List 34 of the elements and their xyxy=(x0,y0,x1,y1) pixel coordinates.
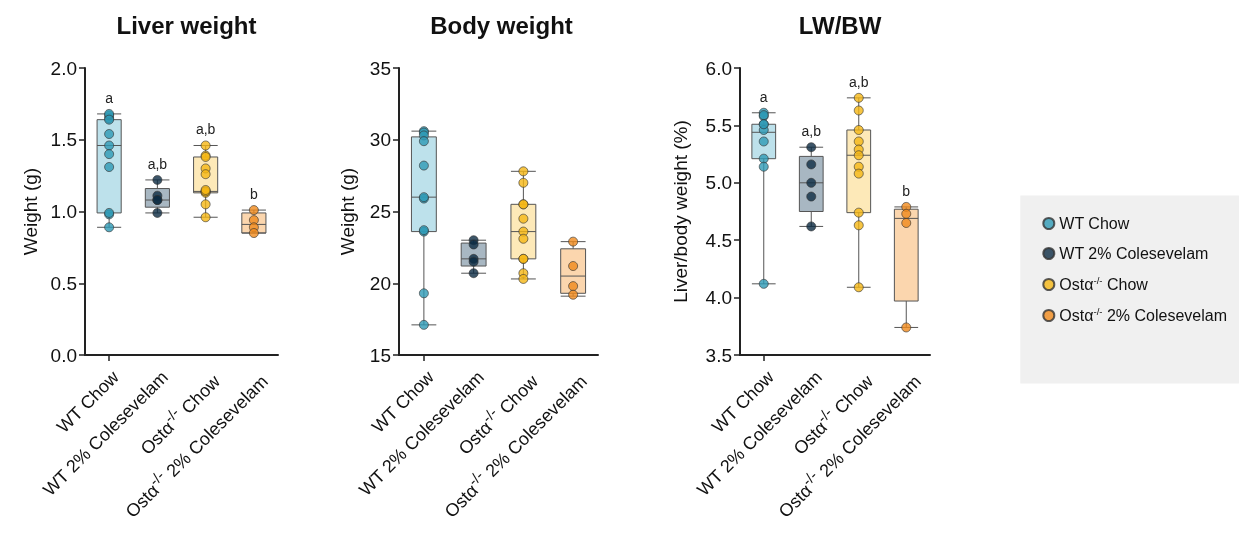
y-tick-label: 20 xyxy=(369,272,391,294)
text: 2.0 xyxy=(50,57,77,79)
y-tick-label: 4.5 xyxy=(705,229,732,251)
y-tick-label: 5.5 xyxy=(705,114,732,136)
y-tick-label: 30 xyxy=(369,129,391,151)
y-tick-label: 0.5 xyxy=(50,272,77,294)
text: 0.0 xyxy=(50,344,77,366)
annotation: b xyxy=(902,182,911,199)
annotation: a xyxy=(759,88,768,105)
annotation: a,b xyxy=(147,155,168,172)
legend-label: Ostα-/- 2% Colesevelam xyxy=(1059,306,1227,324)
text: 4.0 xyxy=(705,287,732,309)
y-tick-label: 25 xyxy=(369,201,391,222)
annotation: a xyxy=(105,89,114,106)
y-tick-label: 1.5 xyxy=(50,129,77,151)
y-axis-title: Liver/body weight (%) xyxy=(670,120,691,303)
y-tick-label: 3.5 xyxy=(705,344,732,366)
y-axis-title: Weight (g) xyxy=(19,167,41,256)
y-tick-label: 15 xyxy=(369,344,391,366)
annotation: a,b xyxy=(195,121,216,138)
annotation: a,b xyxy=(849,73,869,90)
chart-title: Liver weight xyxy=(116,11,257,39)
legend-label: WT 2% Colesevelam xyxy=(1059,245,1209,262)
y-axis-title: Weight (g) xyxy=(337,167,358,256)
legend-label: WT Chow xyxy=(1059,215,1130,232)
chart-title: Body weight xyxy=(430,11,573,39)
text: 6.0 xyxy=(705,57,732,79)
annotation: b xyxy=(249,186,258,203)
chart-title: LW/BW xyxy=(798,11,882,39)
text: 5.0 xyxy=(705,172,732,194)
text: 1.0 xyxy=(50,201,77,222)
legend-label: Ostα-/- Chow xyxy=(1059,275,1149,293)
annotation: a,b xyxy=(801,123,822,140)
y-tick-label: 35 xyxy=(369,57,391,79)
